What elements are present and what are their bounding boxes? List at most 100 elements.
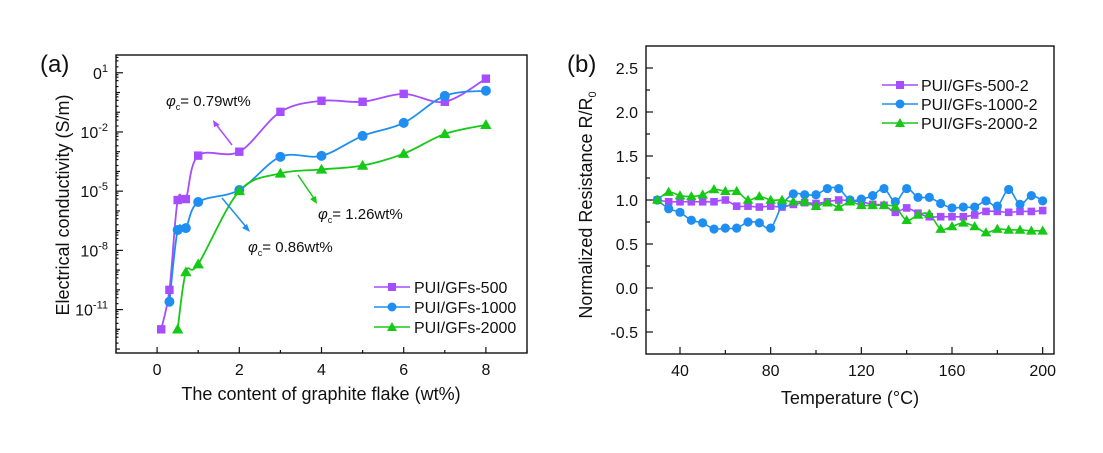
x-tick-label: 80 (762, 363, 780, 380)
data-point (822, 183, 832, 194)
data-point (1026, 225, 1037, 235)
data-point (902, 204, 911, 212)
data-point (891, 208, 900, 217)
data-point (192, 258, 204, 269)
annotation-arrow-086 (221, 197, 248, 229)
phi-symbol: φ (166, 93, 176, 110)
y-tick-label: 2.0 (616, 105, 638, 122)
data-point (276, 107, 285, 117)
data-point (742, 194, 754, 204)
svg-text:PUI/GFs-1000: PUI/GFs-1000 (414, 300, 516, 317)
data-point (157, 325, 166, 334)
data-point (398, 117, 409, 128)
data-point (709, 224, 719, 234)
data-point (686, 215, 696, 225)
data-point (180, 266, 192, 277)
data-point (868, 191, 878, 201)
data-point (867, 199, 878, 210)
annotation-phi-079: φc= 0.79wt% (166, 93, 251, 146)
panel-b-legend: PUI/GFs-500-2 PUI/GFs-1000-2 PUI/GFs-200… (882, 78, 1038, 133)
series-line-pui-gfs-2000 (176, 123, 487, 330)
data-point (1004, 184, 1014, 195)
data-point (233, 185, 245, 196)
circle-marker-icon (895, 99, 905, 109)
data-point (439, 90, 450, 101)
data-point (901, 214, 912, 225)
data-point (1027, 207, 1036, 216)
data-point (936, 198, 946, 209)
data-point (993, 207, 1002, 216)
arrow-head-icon (242, 224, 250, 232)
data-point (708, 184, 720, 194)
data-point (755, 203, 764, 211)
data-point (913, 192, 923, 202)
panel-b: (b) 40 80 120 160 200-0.50.00.51.01.52.02.5 … (567, 45, 1056, 408)
data-point (356, 159, 369, 170)
y-tick-label: 10-2 (80, 122, 108, 142)
data-point (992, 201, 1002, 211)
data-point (674, 190, 686, 200)
y-tick-label: 2.5 (616, 61, 638, 78)
data-point (171, 323, 184, 334)
triangle-marker-icon (895, 118, 905, 127)
y-tick-label: 1.5 (616, 149, 638, 166)
panel-b-label: (b) (567, 51, 596, 78)
data-point (664, 204, 674, 214)
data-point (810, 200, 822, 210)
data-point (721, 196, 730, 204)
svg-text:PUI/GFs-2000-2: PUI/GFs-2000-2 (921, 116, 1038, 133)
arrow-head-icon (310, 196, 317, 204)
square-marker-icon (896, 81, 904, 89)
data-point (676, 197, 684, 206)
data-point (316, 150, 327, 161)
panel-a-markers (157, 74, 492, 334)
data-point (766, 223, 776, 233)
data-point (357, 130, 368, 141)
legend-item-pui-gfs-500: PUI/GFs-500 (374, 280, 507, 297)
data-point (480, 119, 492, 130)
x-tick-label: 4 (317, 362, 326, 379)
data-point (399, 89, 408, 99)
data-point (947, 203, 957, 213)
data-point (982, 207, 990, 216)
y-tick-label: 01 (93, 63, 108, 83)
data-point (1004, 208, 1013, 217)
data-point (193, 197, 204, 208)
data-point (878, 199, 890, 210)
data-point (194, 151, 203, 160)
data-point (1037, 225, 1048, 235)
data-point (181, 194, 191, 204)
data-point (744, 202, 752, 210)
panel-a-x-axis-title: The content of graphite flake (wt%) (181, 384, 460, 404)
panel-a-axes (115, 54, 528, 354)
data-point (743, 217, 753, 227)
data-point (652, 194, 663, 204)
data-point (180, 223, 191, 234)
data-point (992, 223, 1003, 233)
data-point (480, 85, 491, 96)
data-point (686, 191, 697, 201)
x-tick-label: 2 (235, 362, 244, 379)
legend-item-pui-gfs-2000-2: PUI/GFs-2000-2 (882, 116, 1038, 133)
legend-item-pui-gfs-1000: PUI/GFs-1000 (374, 300, 516, 317)
data-point (935, 223, 946, 233)
panel-b-x-axis-title: Temperature (°C) (781, 388, 919, 408)
y-tick-label: 1.0 (616, 193, 638, 210)
data-point (822, 197, 833, 207)
data-point (732, 202, 741, 210)
data-point (856, 199, 867, 210)
data-point (970, 211, 979, 219)
data-point (844, 196, 856, 206)
y-tick-label: 10-11 (75, 300, 108, 320)
panel-a-label: (a) (40, 51, 69, 78)
data-point (924, 192, 934, 202)
svg-text:φc= 1.26wt%: φc= 1.26wt% (318, 206, 403, 225)
annotation-phi-086: φc= 0.86wt% (221, 197, 333, 258)
svg-text:φc= 0.86wt%: φc= 0.86wt% (248, 239, 333, 258)
data-point (315, 163, 328, 174)
data-point (675, 207, 685, 217)
data-point (924, 208, 935, 218)
data-point (834, 183, 844, 194)
data-point (173, 195, 182, 205)
data-point (398, 147, 410, 158)
